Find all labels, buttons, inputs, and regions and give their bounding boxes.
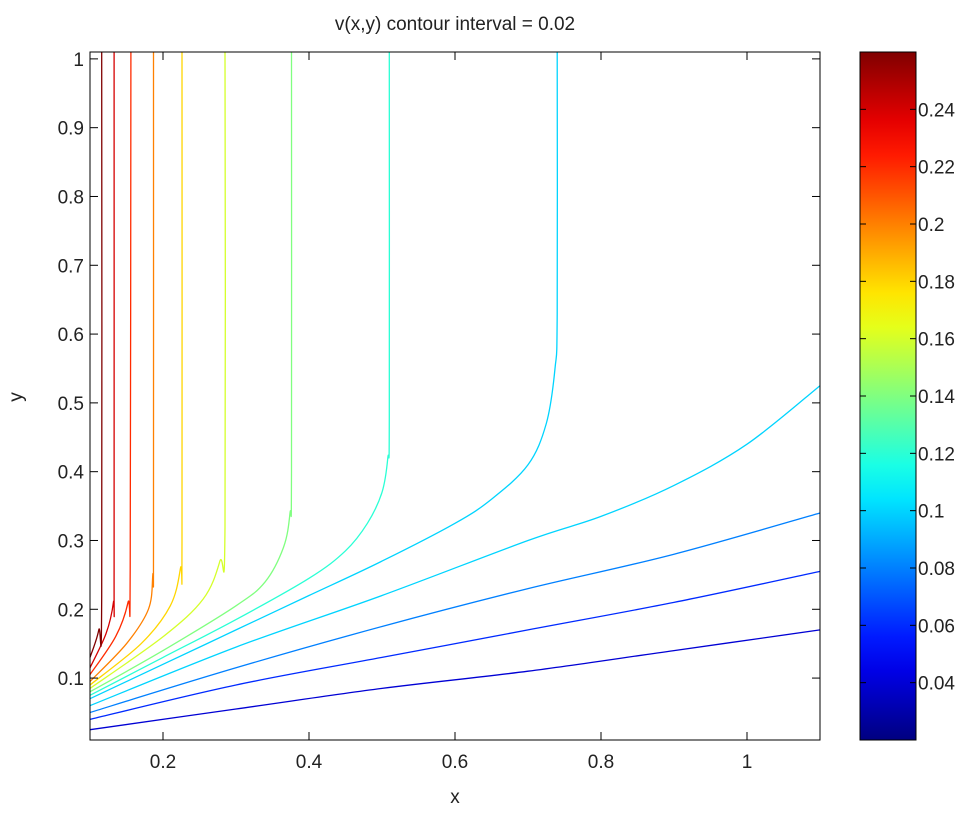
colorbar-tick-label: 0.2	[918, 215, 944, 236]
colorbar-tick-label: 0.22	[918, 158, 955, 179]
plot-axes: 0.2 0.4 0.6 0.8 1 0.1 0.2 0.3 0.4 0.5 0.6 0.7 0.8 0.9…	[58, 50, 820, 773]
y-tick-label: 0.7	[58, 256, 84, 277]
contour-line	[89, 570, 821, 721]
x-tick-label: 0.4	[296, 752, 323, 773]
x-tick-label: 1	[742, 752, 753, 773]
contour-line	[89, 385, 821, 707]
plot-area	[90, 52, 820, 740]
y-axis-label: y	[6, 392, 27, 402]
contour-line	[89, 51, 132, 675]
colorbar-tick-label: 0.18	[918, 272, 955, 293]
chart-title: v(x,y) contour interval = 0.02	[335, 14, 575, 35]
contour-lines	[89, 51, 821, 731]
y-tick-label: 0.8	[58, 187, 84, 208]
plot-frame	[89, 51, 821, 741]
contour-line	[89, 629, 821, 731]
x-tick-label: 0.6	[442, 752, 468, 773]
contour-line	[89, 512, 821, 714]
x-tick-label: 0.2	[150, 752, 176, 773]
colorbar-ticks: 0.04 0.06 0.08 0.1 0.12 0.14 0.16 0.18 0.2 0.22 0.…	[860, 100, 955, 695]
colorbar-tick-label: 0.04	[918, 674, 955, 695]
y-tick-label: 0.1	[58, 669, 84, 690]
colorbar-tick-label: 0.24	[918, 100, 955, 121]
contour-line	[89, 51, 391, 696]
colorbar-tick-label: 0.12	[918, 444, 955, 465]
colorbar-tick-label: 0.06	[918, 616, 955, 637]
y-tick-label: 0.2	[58, 600, 84, 621]
y-tick-label: 0.9	[58, 119, 84, 140]
contour-line	[89, 51, 103, 658]
contour-line	[89, 51, 559, 700]
contour-line	[89, 51, 183, 686]
colorbar-tick-label: 0.08	[918, 559, 955, 580]
y-tick-label: 0.5	[58, 394, 84, 415]
colorbar-tick-label: 0.14	[918, 387, 955, 408]
y-tick-label: 0.3	[58, 531, 84, 552]
colorbar	[859, 51, 917, 741]
x-axis-label: x	[450, 787, 460, 808]
x-tick-label: 0.8	[588, 752, 614, 773]
y-tick-label: 0.4	[58, 463, 85, 484]
contour-line	[89, 51, 227, 689]
y-tick-label: 1	[73, 50, 84, 71]
contour-line	[89, 51, 155, 682]
colorbar-tick-label: 0.16	[918, 330, 955, 351]
contour-line	[89, 51, 115, 669]
contour-line	[89, 51, 293, 693]
y-tick-label: 0.6	[58, 325, 84, 346]
colorbar-tick-label: 0.1	[918, 502, 944, 523]
